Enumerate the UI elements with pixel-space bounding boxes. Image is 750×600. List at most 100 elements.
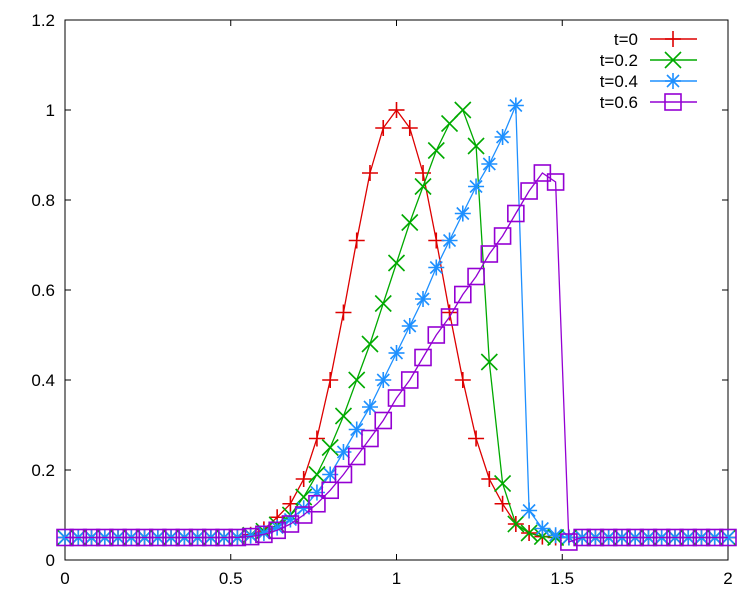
data-point: [149, 528, 167, 547]
data-point: [109, 528, 127, 547]
data-point: [361, 429, 379, 448]
legend: t=0 t=0.2 t=0.4 t=0.6: [600, 30, 697, 112]
data-point: [507, 515, 525, 533]
data-point: [507, 204, 525, 223]
data-point: [308, 494, 326, 513]
y-tick-label: 1: [46, 101, 55, 120]
data-point: [494, 474, 512, 493]
data-point: [322, 372, 339, 388]
data-point: [335, 304, 352, 321]
data-point: [414, 348, 432, 367]
x-tick-label: 1: [392, 569, 401, 588]
data-point: [348, 421, 365, 438]
data-point: [294, 506, 313, 524]
data-point: [414, 177, 432, 196]
data-point: [348, 371, 366, 389]
data-point: [295, 471, 312, 487]
series-4: [56, 164, 737, 551]
data-point: [480, 245, 499, 263]
data-point: [440, 308, 459, 326]
series-1: [57, 102, 736, 546]
y-tick-label: 0.6: [31, 281, 55, 300]
x-tick-label: 0: [60, 569, 69, 588]
data-point: [494, 495, 511, 512]
legend-marker: [665, 31, 681, 47]
data-point: [241, 527, 260, 546]
legend-marker: [664, 51, 682, 69]
data-point: [705, 528, 724, 547]
data-point: [666, 528, 684, 547]
series-line: [65, 105, 728, 539]
data-point: [56, 528, 74, 547]
x-tick-label: 2: [723, 569, 732, 588]
data-point: [401, 213, 419, 232]
x-tick-label: 0.5: [219, 569, 243, 588]
data-point: [467, 267, 485, 286]
data-point: [388, 102, 405, 118]
data-point: [375, 372, 392, 388]
data-point: [387, 254, 406, 272]
data-point: [401, 318, 418, 334]
data-point: [375, 120, 392, 136]
data-point: [427, 326, 446, 344]
data-point: [228, 528, 247, 547]
data-point: [215, 528, 233, 547]
data-point: [415, 291, 432, 307]
series-layer: [56, 97, 737, 551]
data-point: [347, 447, 366, 466]
data-point: [719, 528, 737, 547]
y-tick-label: 1.2: [31, 11, 55, 30]
data-point: [387, 389, 406, 407]
data-point: [122, 528, 141, 547]
data-point: [534, 520, 551, 537]
data-point: [573, 528, 591, 547]
data-point: [361, 399, 378, 415]
data-point: [494, 129, 511, 145]
data-point: [468, 430, 485, 447]
y-tick-label: 0.8: [31, 191, 55, 210]
series-line: [65, 108, 728, 539]
data-point: [162, 528, 180, 547]
series-line: [65, 108, 728, 539]
data-point: [202, 528, 220, 547]
data-point: [308, 465, 326, 484]
data-point: [493, 227, 512, 245]
data-point: [520, 182, 538, 200]
data-point: [639, 528, 658, 547]
y-tick-label: 0.4: [31, 371, 55, 390]
data-point: [480, 353, 498, 371]
data-point: [481, 471, 498, 487]
data-point: [481, 156, 498, 172]
data-point: [135, 528, 154, 547]
legend-label: t=0.4: [600, 72, 638, 91]
data-point: [679, 528, 698, 547]
legend-marker: [664, 93, 682, 111]
y-tick-label: 0: [46, 551, 55, 570]
data-point: [69, 528, 88, 547]
data-point: [533, 164, 552, 182]
data-point: [281, 515, 300, 533]
data-point: [282, 495, 299, 512]
data-point: [334, 465, 353, 484]
data-point: [467, 137, 485, 155]
data-point: [626, 528, 644, 547]
data-point: [374, 294, 392, 313]
data-point: [255, 525, 273, 544]
data-point: [507, 97, 524, 114]
data-point: [454, 101, 472, 119]
legend-label: t=0: [614, 30, 638, 49]
data-point: [321, 481, 340, 500]
data-point: [454, 372, 471, 388]
data-point: [82, 528, 101, 547]
data-point: [388, 345, 405, 361]
data-point: [454, 205, 471, 222]
data-point: [361, 165, 378, 181]
data-point: [348, 232, 365, 249]
data-point: [308, 430, 325, 447]
data-point: [427, 141, 445, 160]
series-line: [65, 172, 728, 543]
data-point: [521, 502, 538, 519]
data-point: [440, 114, 459, 133]
data-point: [400, 371, 419, 389]
